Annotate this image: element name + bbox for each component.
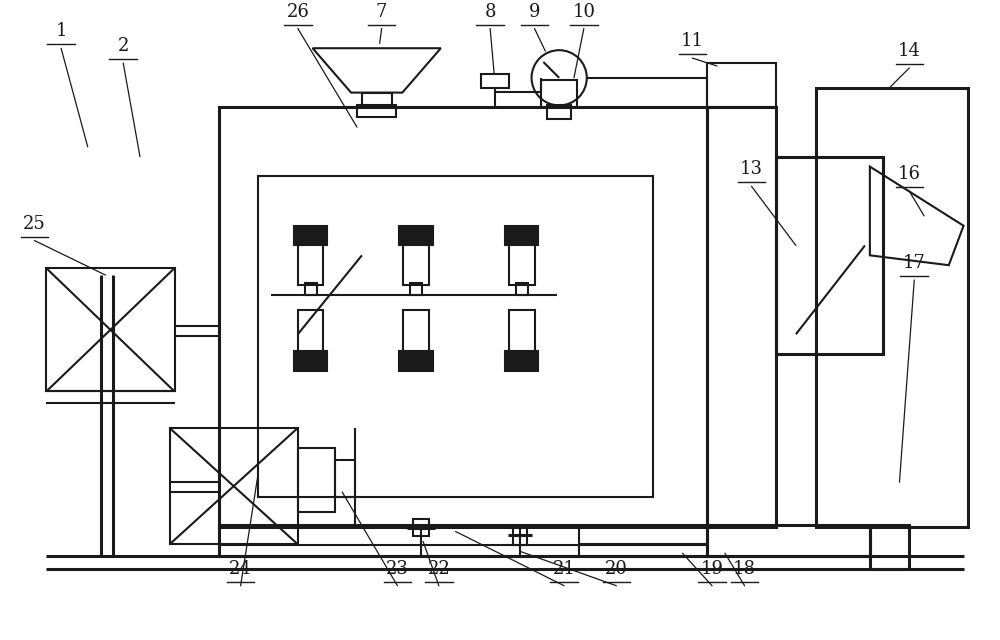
Text: 9: 9 — [529, 3, 540, 20]
Bar — [547, 106, 571, 119]
Bar — [219, 525, 707, 556]
Bar — [707, 63, 776, 108]
Text: 8: 8 — [484, 3, 496, 20]
Bar — [403, 243, 429, 285]
Bar — [46, 268, 175, 392]
Bar — [816, 88, 968, 527]
Text: 14: 14 — [898, 42, 921, 60]
Bar — [362, 93, 392, 108]
Bar — [399, 351, 433, 371]
Text: 11: 11 — [681, 32, 704, 50]
Bar — [335, 460, 355, 497]
Bar — [870, 525, 909, 569]
Bar — [776, 157, 883, 354]
Bar — [513, 525, 527, 545]
Text: 23: 23 — [386, 560, 409, 578]
Text: 18: 18 — [733, 560, 756, 578]
Text: 2: 2 — [118, 37, 129, 55]
Text: 26: 26 — [286, 3, 309, 20]
Bar — [403, 310, 429, 354]
Text: 1: 1 — [55, 22, 67, 40]
Text: 7: 7 — [376, 3, 387, 20]
Bar — [357, 106, 396, 117]
Text: 22: 22 — [427, 560, 450, 578]
Bar — [410, 283, 422, 295]
Bar — [219, 108, 707, 527]
Bar — [298, 243, 323, 285]
Bar — [481, 74, 509, 88]
Circle shape — [532, 50, 587, 106]
Bar — [505, 351, 538, 371]
Bar — [298, 310, 323, 354]
Bar — [505, 226, 538, 246]
Bar — [707, 108, 776, 527]
Bar — [516, 283, 528, 295]
Text: 13: 13 — [740, 161, 763, 179]
Bar — [170, 428, 298, 545]
Bar — [294, 226, 327, 246]
Text: 24: 24 — [229, 560, 252, 578]
Text: 10: 10 — [572, 3, 595, 20]
Bar — [509, 243, 535, 285]
Text: 21: 21 — [553, 560, 576, 578]
Text: 19: 19 — [701, 560, 724, 578]
Bar — [413, 518, 429, 536]
Bar — [509, 310, 535, 354]
Bar — [305, 283, 317, 295]
Bar — [707, 525, 870, 556]
Bar — [541, 80, 577, 108]
Bar — [298, 447, 335, 512]
Bar — [258, 177, 653, 497]
Text: 16: 16 — [898, 165, 921, 183]
Text: 20: 20 — [605, 560, 628, 578]
Text: 17: 17 — [903, 254, 926, 272]
Bar — [399, 226, 433, 246]
Bar — [294, 351, 327, 371]
Text: 25: 25 — [23, 214, 46, 233]
